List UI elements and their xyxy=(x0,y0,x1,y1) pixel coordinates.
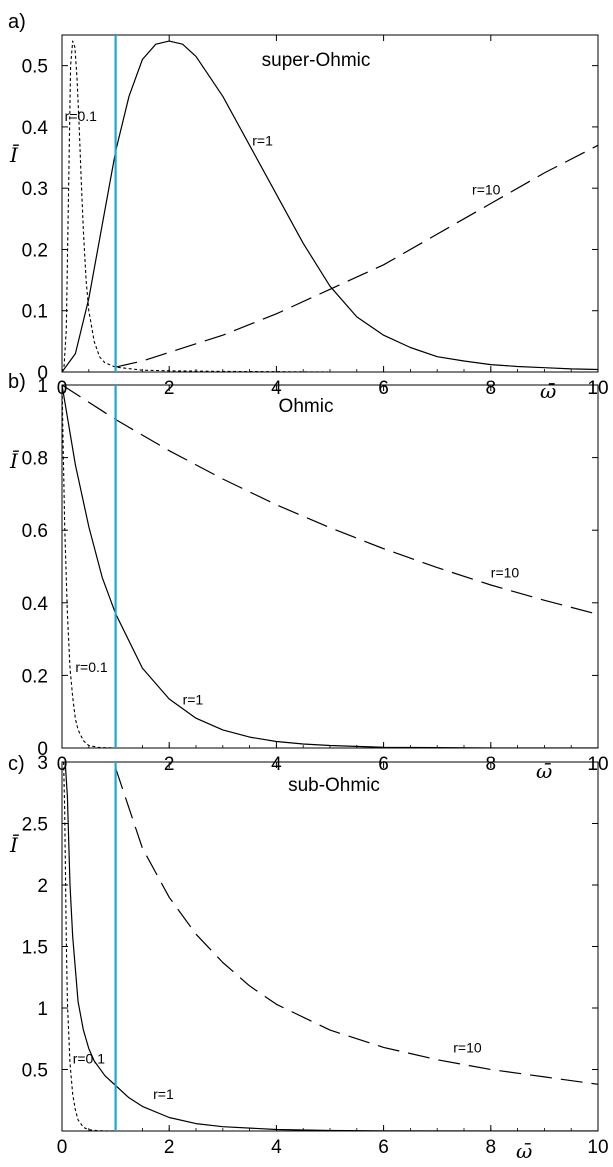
panel-label: b) xyxy=(8,371,26,393)
series-label: r=1 xyxy=(252,132,273,148)
series-line-r-0-1 xyxy=(63,762,598,1131)
y-tick-label: 3 xyxy=(37,753,48,774)
chart-title: Ohmic xyxy=(279,396,334,417)
x-tick-label: 2 xyxy=(164,1137,175,1158)
x-tick-label: 10 xyxy=(587,1137,608,1158)
y-axis-label: Ī xyxy=(9,449,20,473)
series-line-r-1 xyxy=(62,385,598,748)
chart-panel-1: 0 2 4 6 8 1000.10.20.30.40.5a)super-OhmicĪω̄r… xyxy=(8,11,609,403)
y-tick-label: 1 xyxy=(37,999,48,1020)
panel-label: a) xyxy=(8,11,26,33)
series-label: r=0.1 xyxy=(75,659,108,675)
x-tick-label: 8 xyxy=(486,1137,497,1158)
chart-panel-3: 0 2 4 6 8 10 0.5 1 1.5 2 2.5 3 c) sub-Ohmic Īω̄ r=0.1 r=… xyxy=(8,753,609,1163)
y-axis-label: Ī xyxy=(9,833,20,857)
y-axis-label: Ī xyxy=(9,143,20,167)
y-tick-label: 0 xyxy=(37,739,48,760)
x-tick-label: 4 xyxy=(271,1137,282,1158)
series-label: r=0.1 xyxy=(65,108,98,124)
series-label: r=1 xyxy=(153,1086,174,1102)
y-tick-label: 2.5 xyxy=(22,815,48,836)
chart-title: sub-Ohmic xyxy=(288,775,380,796)
series-label: r=10 xyxy=(453,1039,482,1055)
series-line-r-1 xyxy=(64,762,598,1131)
x-tick-label: 0 xyxy=(57,1137,68,1158)
series-line-r-10 xyxy=(115,144,598,368)
chart-title: super-Ohmic xyxy=(262,50,371,71)
x-axis-label: ω̄ xyxy=(516,1139,532,1163)
panel-label: c) xyxy=(8,753,25,775)
plot-frame xyxy=(61,761,599,1132)
series-line-r-10 xyxy=(62,385,598,615)
series-label: r=10 xyxy=(472,181,501,197)
y-tick-label: 0.6 xyxy=(22,521,48,542)
x-axis-label: ω̄ xyxy=(536,759,552,783)
series-label: r=1 xyxy=(183,691,204,707)
y-tick-label: 2 xyxy=(37,876,48,897)
x-tick-label: 6 xyxy=(378,1137,389,1158)
series-line-r-10 xyxy=(115,767,598,1085)
y-tick-label: 0.2 xyxy=(22,240,48,261)
y-tick-label: 0.5 xyxy=(22,1061,48,1082)
y-tick-label: 1 xyxy=(37,376,48,397)
series-line-r-1 xyxy=(62,40,598,372)
x-axis-label: ω̄ xyxy=(540,379,556,403)
chart-panel-2: 0 2 4 6 8 1000.20.40.60.81b)OhmicĪω̄r=0.1r=1r… xyxy=(8,371,609,783)
y-tick-label: 0.4 xyxy=(22,118,49,139)
plot-frame xyxy=(61,34,599,373)
y-tick-label: 0.3 xyxy=(22,179,48,200)
y-tick-label: 1.5 xyxy=(22,938,48,959)
y-tick-label: 0.8 xyxy=(22,449,48,470)
y-tick-label: 0.4 xyxy=(22,594,49,615)
series-line-r-0-1 xyxy=(62,40,598,372)
y-tick-label: 0.5 xyxy=(22,57,48,78)
series-label: r=10 xyxy=(491,564,520,580)
y-tick-label: 0.1 xyxy=(22,302,48,323)
y-tick-label: 0.2 xyxy=(22,666,48,687)
y-tick-label: 0 xyxy=(37,363,48,384)
series-label: r=0.1 xyxy=(73,1050,106,1066)
